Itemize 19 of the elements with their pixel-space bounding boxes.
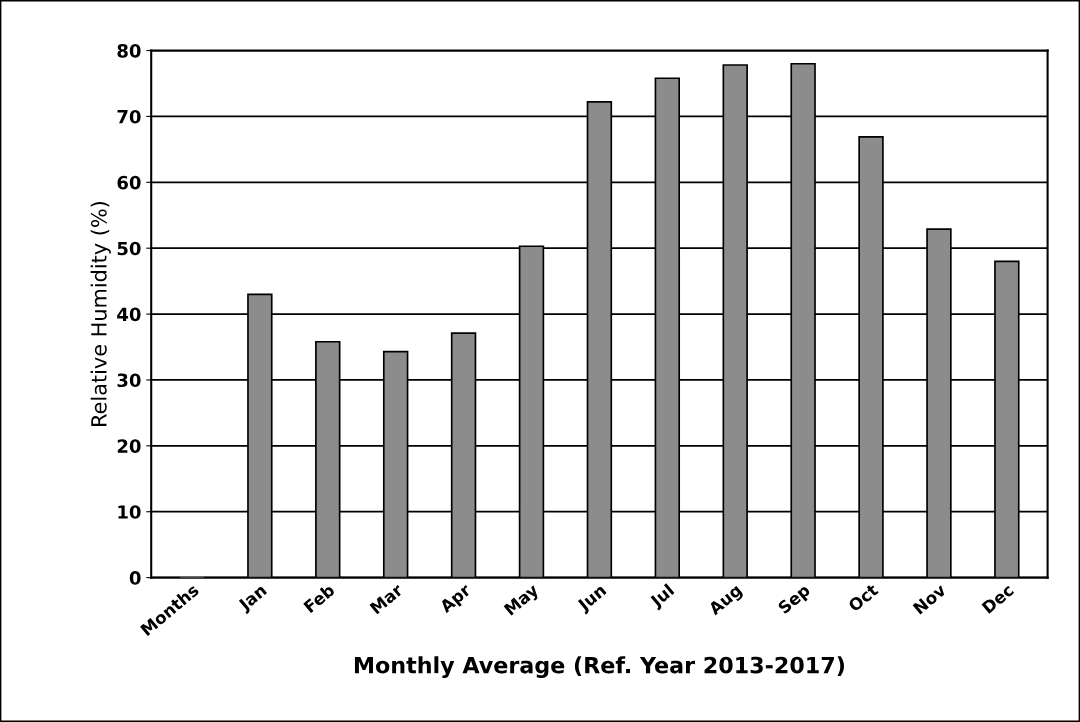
y-tick-label: 80 (117, 44, 141, 58)
x-tick-label: Dec (981, 583, 1015, 614)
y-tick-label: 30 (117, 373, 141, 388)
y-tick-label: 70 (117, 109, 141, 124)
x-tick-label: Feb (302, 582, 336, 614)
y-tick-label: 60 (117, 175, 141, 190)
y-tick-label: 10 (118, 505, 141, 519)
x-tick-label: Apr (438, 582, 474, 617)
y-tick-label: 50 (117, 241, 141, 256)
x-axis-title: Monthly Average (Ref. Year 2013-2017) (354, 656, 844, 678)
y-tick-label: 0 (129, 571, 141, 585)
x-tick-label: Oct (847, 582, 880, 613)
x-tick-label: Sep (777, 583, 813, 617)
x-tick-label: Jan (237, 583, 270, 615)
x-tick-label: Jun (576, 583, 609, 615)
x-tick-label: Jul (648, 583, 677, 611)
y-axis-title: Relative Humidity (%) (90, 201, 111, 426)
y-tick-label: 40 (117, 307, 141, 322)
y-tick-label: 20 (117, 439, 141, 453)
